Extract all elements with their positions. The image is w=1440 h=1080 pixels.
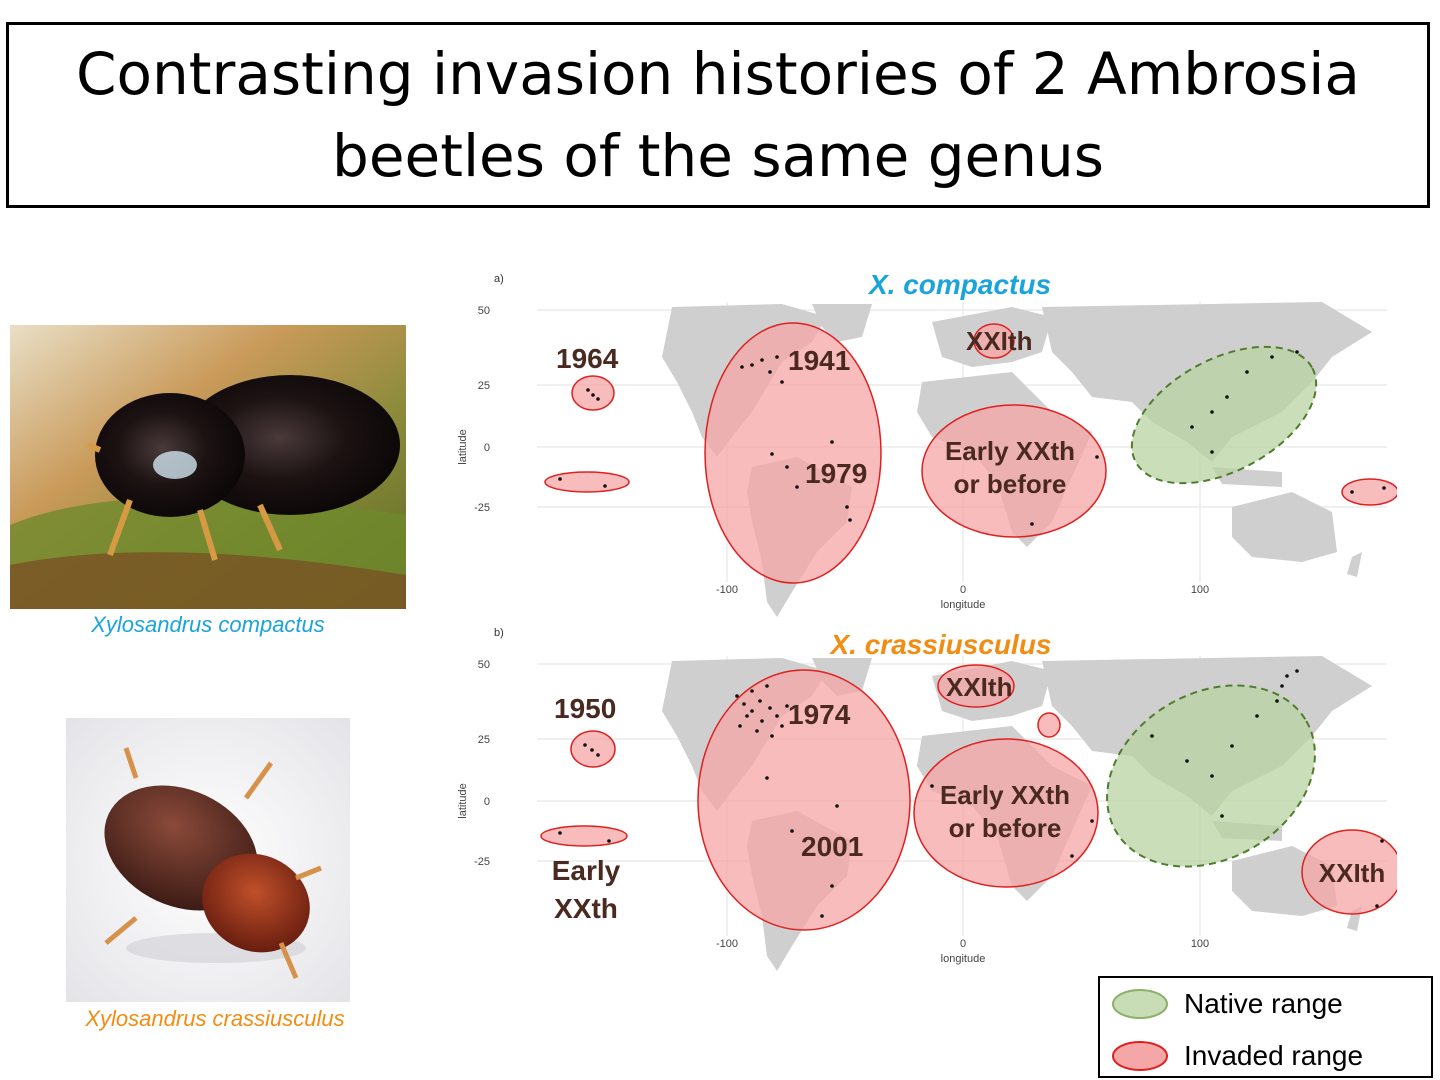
invaded-range-pacific-a	[544, 471, 630, 493]
invaded-range-europe-b	[937, 664, 1015, 708]
invaded-range-mediterranean-a	[973, 323, 1015, 359]
xtick-b-0: 0	[960, 938, 966, 950]
xtick-a-0: 0	[960, 584, 966, 596]
ytick-b-0: 0	[484, 796, 490, 808]
xtick-a-100: 100	[1191, 584, 1209, 596]
legend: Native range Invaded range	[1098, 976, 1433, 1078]
ytick-a-50: 50	[478, 305, 490, 317]
slide-title: Contrasting invasion histories of 2 Ambr…	[76, 40, 1360, 190]
label-a-1964: 1964	[556, 343, 619, 374]
label-a-1979: 1979	[805, 458, 867, 489]
xtick-a-neg100: -100	[716, 584, 738, 596]
legend-invaded-label: Invaded range	[1184, 1040, 1364, 1071]
label-a-or-before: or before	[954, 469, 1067, 499]
invaded-range-middle-east-b	[1037, 712, 1061, 738]
occurrence-points-b	[558, 669, 1384, 918]
label-b-2001: 2001	[801, 831, 863, 862]
map-panel-b: b) X. crassiusculus 50 25 0 -25 latitude…	[457, 627, 1397, 971]
label-b-early: Early	[552, 855, 621, 886]
label-a-1941: 1941	[788, 345, 850, 376]
photo-xylosandrus-crassiusculus	[66, 718, 350, 1002]
invaded-range-australia-b	[1301, 829, 1397, 915]
photo-xylosandrus-compactus	[10, 325, 406, 609]
ytick-a-neg25: -25	[474, 502, 490, 514]
legend-native-label: Native range	[1184, 988, 1343, 1019]
xtick-b-100: 100	[1191, 938, 1209, 950]
year-labels-b: 1950 1974 2001 XXIth Early XXth or befor…	[552, 672, 1385, 924]
invaded-range-americas-a	[704, 322, 882, 584]
invaded-range-africa-b	[913, 738, 1099, 888]
title-box: Contrasting invasion histories of 2 Ambr…	[6, 22, 1430, 208]
panel-b-tag: b)	[494, 627, 504, 639]
invaded-range-hawaii-a	[571, 375, 615, 411]
beetle-crassiusculus-image	[66, 718, 350, 1002]
beetle-compactus-image	[10, 325, 406, 609]
caption-compactus: Xylosandrus compactus	[91, 612, 325, 637]
label-b-early-xxth: Early XXth	[940, 780, 1070, 810]
ytick-a-25: 25	[478, 380, 490, 392]
label-b-xxith-australia: XXIth	[1319, 858, 1385, 888]
distribution-maps: a) X. compactus 50 25 0 -25 latitude -10…	[457, 269, 1397, 971]
label-b-xxith-europe: XXIth	[946, 672, 1012, 702]
map-panel-a: a) X. compactus 50 25 0 -25 latitude -10…	[457, 269, 1397, 617]
ytick-a-0: 0	[484, 442, 490, 454]
year-labels-a: 1964 1941 1979 XXIth Early XXth or befor…	[556, 326, 1075, 499]
xtick-b-neg100: -100	[716, 938, 738, 950]
ytick-b-neg25: -25	[474, 856, 490, 868]
native-range-asia-a	[1130, 345, 1318, 485]
label-b-or-before: or before	[949, 813, 1062, 843]
invaded-range-oceania-a	[1341, 478, 1397, 506]
invaded-range-swatch	[1112, 1041, 1168, 1071]
legend-row-invaded: Invaded range	[1110, 1038, 1363, 1074]
xlabel-b: longitude	[941, 953, 986, 965]
native-range-swatch	[1112, 989, 1168, 1019]
invaded-range-pacific-b	[540, 825, 628, 847]
label-b-xxth: XXth	[554, 893, 618, 924]
label-a-early-xxth: Early XXth	[945, 436, 1075, 466]
panel-b-species: X. crassiusculus	[828, 629, 1051, 660]
invaded-range-africa-a	[921, 404, 1107, 538]
panel-a-species: X. compactus	[867, 269, 1051, 300]
ytick-b-50: 50	[478, 659, 490, 671]
xlabel-a: longitude	[941, 599, 986, 611]
label-b-1974: 1974	[788, 699, 851, 730]
label-b-1950: 1950	[554, 693, 616, 724]
legend-row-native: Native range	[1110, 986, 1343, 1022]
panel-a-tag: a)	[494, 273, 504, 285]
occurrence-points-a	[558, 340, 1386, 526]
caption-crassiusculus: Xylosandrus crassiusculus	[85, 1006, 345, 1031]
label-a-xxith: XXIth	[966, 326, 1032, 356]
invaded-range-americas-b	[697, 669, 911, 931]
ytick-b-25: 25	[478, 734, 490, 746]
ylabel-b: latitude	[457, 783, 469, 818]
ylabel-a: latitude	[457, 429, 469, 464]
